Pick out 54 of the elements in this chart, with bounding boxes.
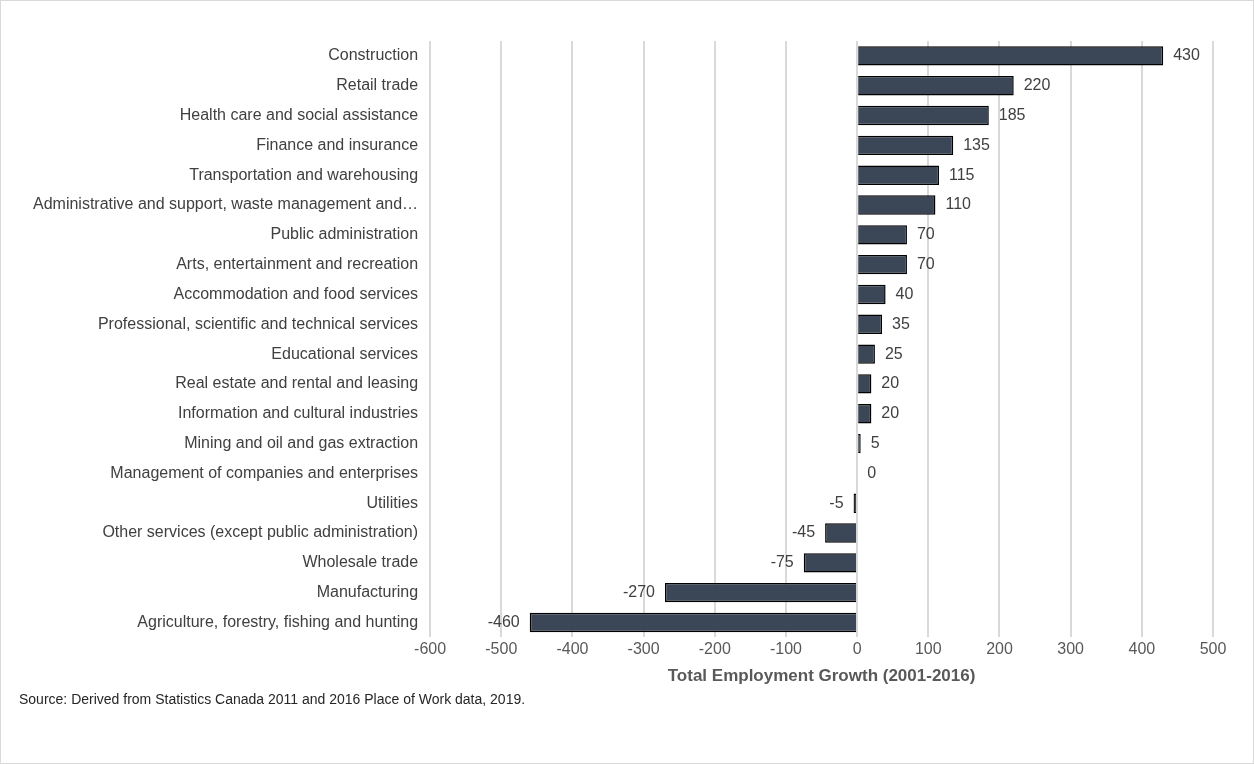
source-note: Source: Derived from Statistics Canada 2011 and 2016 Place of Work data, 2019.	[19, 691, 527, 707]
x-tick-label: 100	[914, 640, 942, 658]
y-tick-label: Public administration	[270, 225, 419, 243]
data-label: 115	[948, 165, 975, 183]
x-tick-label: -400	[556, 640, 589, 658]
data-label: -45	[791, 523, 816, 541]
x-tick-label: 300	[1057, 640, 1085, 658]
x-axis-title: Total Employment Growth (2001-2016)	[667, 666, 976, 686]
y-tick-label: Management of companies and enterprises	[110, 463, 419, 481]
y-tick-label: Utilities	[366, 493, 419, 511]
data-label: 220	[1023, 76, 1051, 94]
data-label: -75	[770, 553, 794, 571]
data-label: 20	[881, 374, 900, 392]
y-tick-label: Agriculture, forestry, fishing and hunting	[137, 612, 419, 630]
y-tick-label: Information and cultural industries	[177, 404, 419, 422]
y-tick-label: Retail trade	[336, 76, 419, 94]
data-label: 70	[916, 255, 935, 273]
data-label: 110	[945, 195, 972, 213]
x-tick-label: -500	[485, 640, 518, 658]
y-tick-label: Mining and oil and gas extraction	[184, 433, 419, 451]
y-tick-label: Transportation and warehousing	[189, 165, 419, 183]
y-tick-label: Arts, entertainment and recreation	[176, 255, 419, 273]
x-tick-label: 200	[986, 640, 1013, 658]
data-label: 0	[867, 463, 877, 481]
x-tick-label: -600	[414, 640, 447, 658]
x-tick-label: -300	[627, 640, 660, 658]
x-tick-label: 500	[1199, 640, 1227, 658]
y-tick-label: Accommodation and food services	[173, 284, 419, 302]
data-label: 25	[884, 344, 903, 362]
y-tick-label: Manufacturing	[316, 583, 419, 601]
data-label: -460	[487, 612, 520, 630]
x-tick-label: 400	[1128, 640, 1156, 658]
x-tick-label: -100	[769, 640, 803, 658]
x-tick-label: -200	[698, 640, 731, 658]
data-label: 35	[892, 314, 910, 332]
data-label: 40	[895, 284, 914, 302]
data-label: -5	[829, 493, 844, 511]
data-label: 5	[870, 433, 880, 451]
y-tick-label: Health care and social assistance	[179, 105, 419, 123]
y-tick-label: Educational services	[271, 344, 419, 362]
y-tick-label: Administrative and support, waste management and…	[33, 195, 419, 213]
y-tick-label: Wholesale trade	[302, 553, 419, 571]
y-tick-label: Real estate and rental and leasing	[175, 374, 419, 392]
data-label: 20	[881, 404, 900, 422]
y-tick-label: Construction	[328, 46, 419, 64]
x-tick-label: 0	[852, 640, 862, 658]
data-label: -270	[622, 583, 656, 601]
y-tick-label: Professional, scientific and technical services	[97, 314, 419, 332]
y-tick-label: Other services (except public administration)	[102, 523, 419, 541]
data-label: 70	[916, 225, 935, 243]
y-tick-label: Finance and insurance	[256, 135, 419, 153]
data-label: 135	[963, 135, 991, 153]
data-label: 185	[998, 105, 1026, 123]
data-label: 430	[1173, 46, 1200, 64]
